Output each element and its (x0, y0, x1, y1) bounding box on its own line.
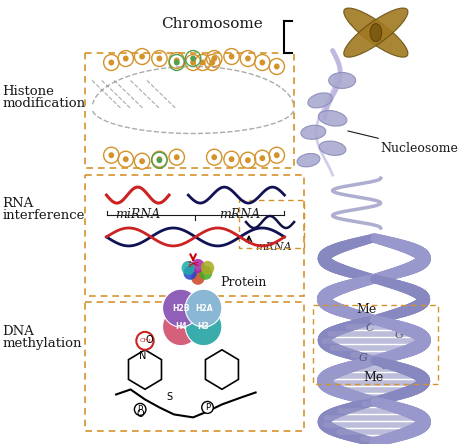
Circle shape (156, 156, 162, 162)
Text: S: S (166, 392, 172, 402)
Text: Histone: Histone (3, 85, 55, 98)
Circle shape (191, 259, 205, 273)
Text: Protein: Protein (220, 276, 266, 289)
Text: H3: H3 (198, 322, 210, 331)
Circle shape (123, 156, 128, 162)
Bar (85, 302, 304, 431)
Circle shape (228, 156, 235, 162)
Text: miRNA: miRNA (115, 208, 160, 221)
Text: modification: modification (3, 97, 86, 110)
Text: Chromosome: Chromosome (162, 16, 263, 31)
Circle shape (245, 157, 251, 163)
Circle shape (185, 289, 222, 327)
Bar (85, 53, 294, 168)
Bar (85, 175, 304, 296)
Circle shape (163, 308, 199, 346)
Circle shape (201, 261, 214, 275)
Ellipse shape (344, 8, 408, 57)
Circle shape (202, 401, 213, 413)
Text: mRNA: mRNA (219, 208, 260, 221)
Circle shape (228, 53, 235, 60)
Text: P: P (205, 403, 210, 412)
Ellipse shape (370, 24, 382, 41)
Circle shape (183, 266, 197, 280)
Text: interference: interference (3, 209, 85, 222)
Ellipse shape (328, 73, 356, 89)
Bar (239, 200, 304, 248)
Text: DNA: DNA (3, 325, 35, 338)
Circle shape (200, 60, 206, 65)
Text: mRNA: mRNA (255, 242, 292, 252)
Circle shape (211, 154, 217, 160)
Polygon shape (205, 350, 238, 389)
Circle shape (135, 404, 146, 415)
Circle shape (185, 308, 222, 346)
Circle shape (109, 60, 114, 65)
Text: G: G (394, 330, 403, 340)
Circle shape (211, 56, 217, 61)
Circle shape (199, 266, 212, 280)
Text: H4: H4 (175, 322, 187, 331)
Circle shape (274, 64, 280, 69)
Text: P: P (137, 405, 143, 414)
Circle shape (109, 152, 114, 158)
Text: O: O (146, 335, 154, 344)
Circle shape (259, 60, 265, 65)
Circle shape (137, 332, 154, 350)
Text: Me: Me (364, 371, 384, 384)
Text: H2A: H2A (195, 303, 212, 313)
Circle shape (139, 53, 145, 60)
Ellipse shape (319, 141, 346, 155)
Text: CH₃: CH₃ (139, 338, 151, 344)
Circle shape (259, 155, 265, 161)
Circle shape (156, 157, 162, 163)
Ellipse shape (297, 154, 320, 167)
Ellipse shape (344, 8, 408, 57)
Text: ✂: ✂ (187, 258, 199, 272)
Circle shape (245, 56, 251, 61)
Circle shape (123, 56, 128, 61)
Polygon shape (128, 350, 162, 389)
Circle shape (182, 261, 195, 275)
Circle shape (139, 158, 145, 164)
Circle shape (156, 56, 162, 61)
Text: C: C (365, 323, 374, 333)
Text: RNA: RNA (3, 197, 34, 210)
Circle shape (190, 56, 196, 61)
Ellipse shape (301, 125, 326, 139)
Text: methylation: methylation (3, 337, 82, 350)
Bar (313, 305, 438, 384)
Circle shape (174, 57, 180, 64)
Ellipse shape (308, 93, 332, 108)
Ellipse shape (319, 110, 347, 126)
Circle shape (174, 60, 180, 65)
Circle shape (274, 152, 280, 158)
Text: Nucleosome: Nucleosome (348, 131, 458, 155)
Circle shape (210, 60, 215, 65)
Text: G: G (358, 352, 367, 363)
Text: O: O (137, 409, 144, 419)
Circle shape (174, 154, 180, 160)
Text: C: C (381, 360, 389, 371)
Circle shape (163, 289, 199, 327)
Circle shape (190, 60, 196, 65)
Text: Me: Me (356, 303, 376, 316)
Text: H2B: H2B (172, 303, 190, 313)
Text: N: N (139, 351, 147, 360)
Circle shape (191, 271, 205, 285)
